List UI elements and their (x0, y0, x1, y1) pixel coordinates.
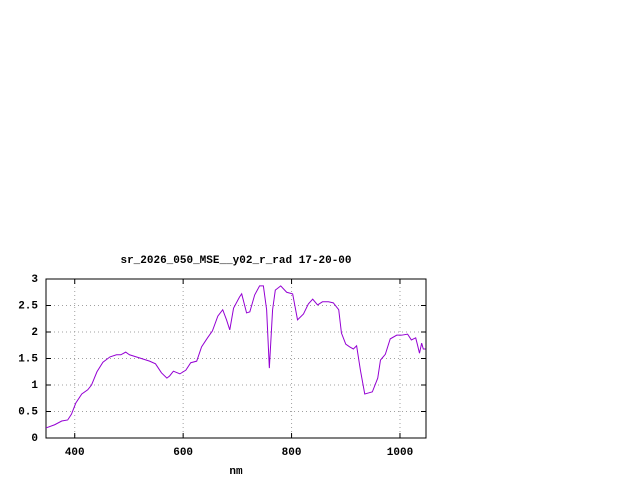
x-tick-label: 600 (173, 447, 193, 459)
y-tick-label: 2 (31, 327, 38, 339)
y-tick-label: 3 (31, 274, 38, 286)
chart-title: sr_2026_050_MSE__y02_r_rad 17-20-00 (120, 255, 351, 267)
y-tick-label: 2.5 (18, 300, 38, 312)
y-tick-label: 0.5 (18, 406, 38, 418)
y-tick-label: 1.5 (18, 353, 38, 365)
y-tick-label: 0 (31, 433, 38, 445)
x-tick-label: 1000 (387, 447, 413, 459)
x-axis-label: nm (229, 466, 243, 478)
x-tick-label: 400 (65, 447, 85, 459)
data-line (45, 285, 426, 429)
x-tick-label: 800 (282, 447, 302, 459)
y-tick-label: 1 (31, 380, 38, 392)
plot-frame (45, 278, 427, 439)
